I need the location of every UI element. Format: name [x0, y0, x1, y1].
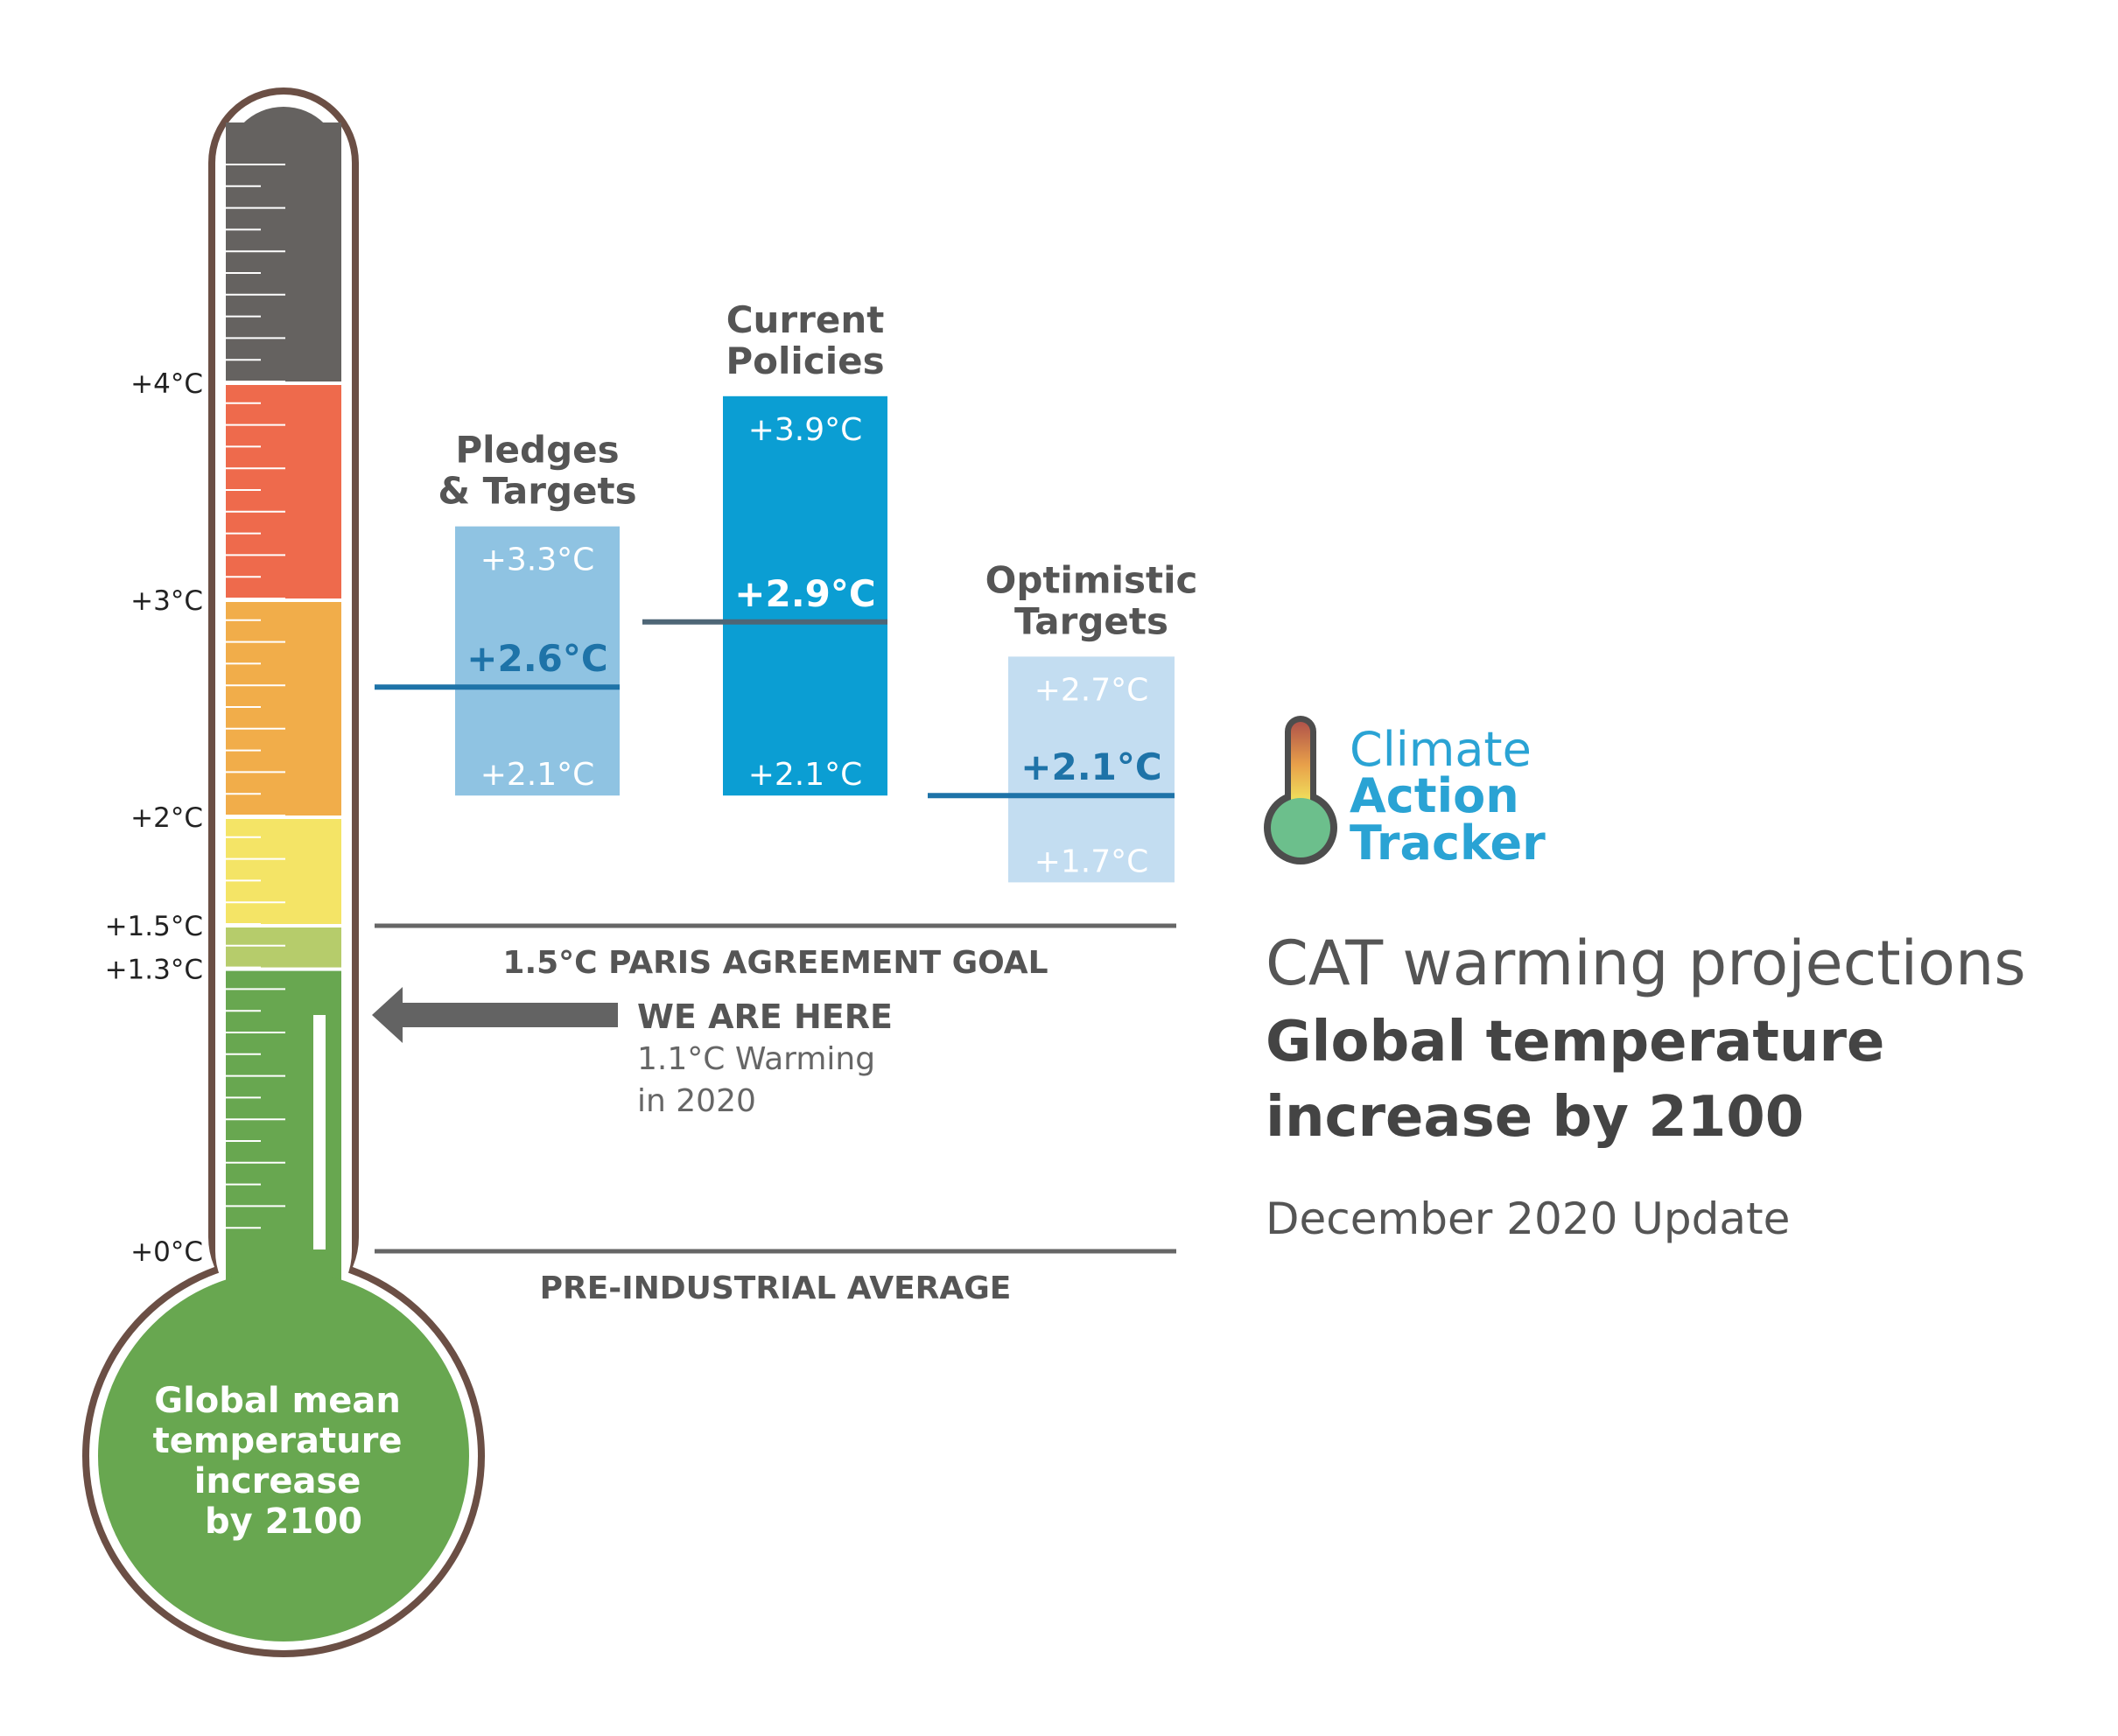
bulb-label-line-4: by 2100 [205, 1502, 362, 1542]
logo-word-action: Action [1350, 768, 1519, 823]
chart-subtitle-line-1: Global temperature [1266, 1010, 1884, 1074]
we-are-here: WE ARE HERE 1.1°C Warming in 2020 [372, 987, 893, 1119]
band-separator [226, 816, 341, 819]
logo-word-tracker: Tracker [1350, 816, 1546, 871]
bulb-label-line-3: increase [194, 1461, 361, 1502]
cat-logo: Climate Action Tracker [1264, 716, 1546, 871]
current-warming-label: 1.1°C Warming [637, 1041, 875, 1077]
axis-label: +2°C [130, 802, 203, 834]
bar-high-label: +2.7°C [1034, 672, 1149, 708]
left-arrow-icon [372, 987, 618, 1043]
bar-category-label: Pledges [455, 429, 619, 472]
bar-category-label: Optimistic [985, 558, 1198, 601]
temperature-axis: +4°C +3°C +2°C +1.5°C +1.3°C +0°C [105, 368, 203, 1268]
bar-category-label: Targets [1014, 599, 1168, 642]
axis-label: +3°C [130, 585, 203, 617]
band-separator [226, 382, 341, 385]
chart-title: CAT warming projections [1266, 928, 2026, 999]
thermometer: Global mean temperature increase by 2100 [82, 88, 485, 1657]
band-separator [226, 924, 341, 928]
logo-thermometer-bulb [1271, 798, 1330, 858]
bar-low-label: +1.7°C [1034, 844, 1149, 879]
thermometer-band [226, 817, 341, 926]
projection-range-bar [723, 396, 887, 796]
bar-low-label: +2.1°C [480, 757, 595, 793]
axis-label: +1.5°C [105, 911, 203, 942]
bar-category-label: & Targets [438, 470, 636, 513]
current-year-label: in 2020 [637, 1083, 756, 1119]
thermometer-level-bar [313, 1015, 326, 1250]
bar-low-label: +2.1°C [748, 757, 863, 793]
update-date: December 2020 Update [1266, 1194, 1790, 1244]
projection-range-bar [455, 526, 620, 796]
bar-high-label: +3.9°C [748, 412, 863, 448]
axis-label: +1.3°C [105, 955, 203, 986]
thermometer-band [226, 383, 341, 600]
bar-high-label: +3.3°C [480, 542, 595, 578]
central-estimate-label: +2.6°C [466, 637, 607, 680]
thermometer-band [226, 926, 341, 970]
chart-subtitle-line-2: increase by 2100 [1266, 1085, 1804, 1150]
axis-label: +0°C [130, 1236, 203, 1268]
band-separator [226, 598, 341, 602]
projection-range-bar [1008, 656, 1175, 883]
reference-lines: 1.5°C PARIS AGREEMENT GOAL PRE-INDUSTRIAL… [375, 923, 1176, 1306]
reference-line-label: PRE-INDUSTRIAL AVERAGE [540, 1270, 1012, 1306]
thermometer-band [226, 122, 341, 383]
we-are-here-heading: WE ARE HERE [637, 998, 893, 1036]
projection-bar-group: +3.3°C +2.1°C +2.6°C Pledges& Targets [375, 429, 637, 796]
central-estimate-label: +2.9°C [734, 572, 875, 615]
band-separator [226, 967, 341, 971]
bulb-label-line-2: temperature [153, 1421, 403, 1461]
reference-line-label: 1.5°C PARIS AGREEMENT GOAL [502, 945, 1048, 981]
central-estimate-label: +2.1°C [1020, 746, 1161, 788]
thermometer-ticks [226, 164, 285, 1229]
bulb-label-line-1: Global mean [154, 1381, 401, 1421]
axis-label: +4°C [130, 368, 203, 400]
thermometer-band [226, 600, 341, 817]
thermometer-bands [226, 107, 341, 1251]
bar-category-label: Current [726, 298, 885, 341]
bar-category-label: Policies [726, 340, 884, 382]
logo-word-climate: Climate [1350, 722, 1532, 777]
svg-text:Global mean temperatur: Global mean temperature increase by 2100 [153, 1381, 415, 1542]
thermometer-bulb [98, 1270, 469, 1642]
